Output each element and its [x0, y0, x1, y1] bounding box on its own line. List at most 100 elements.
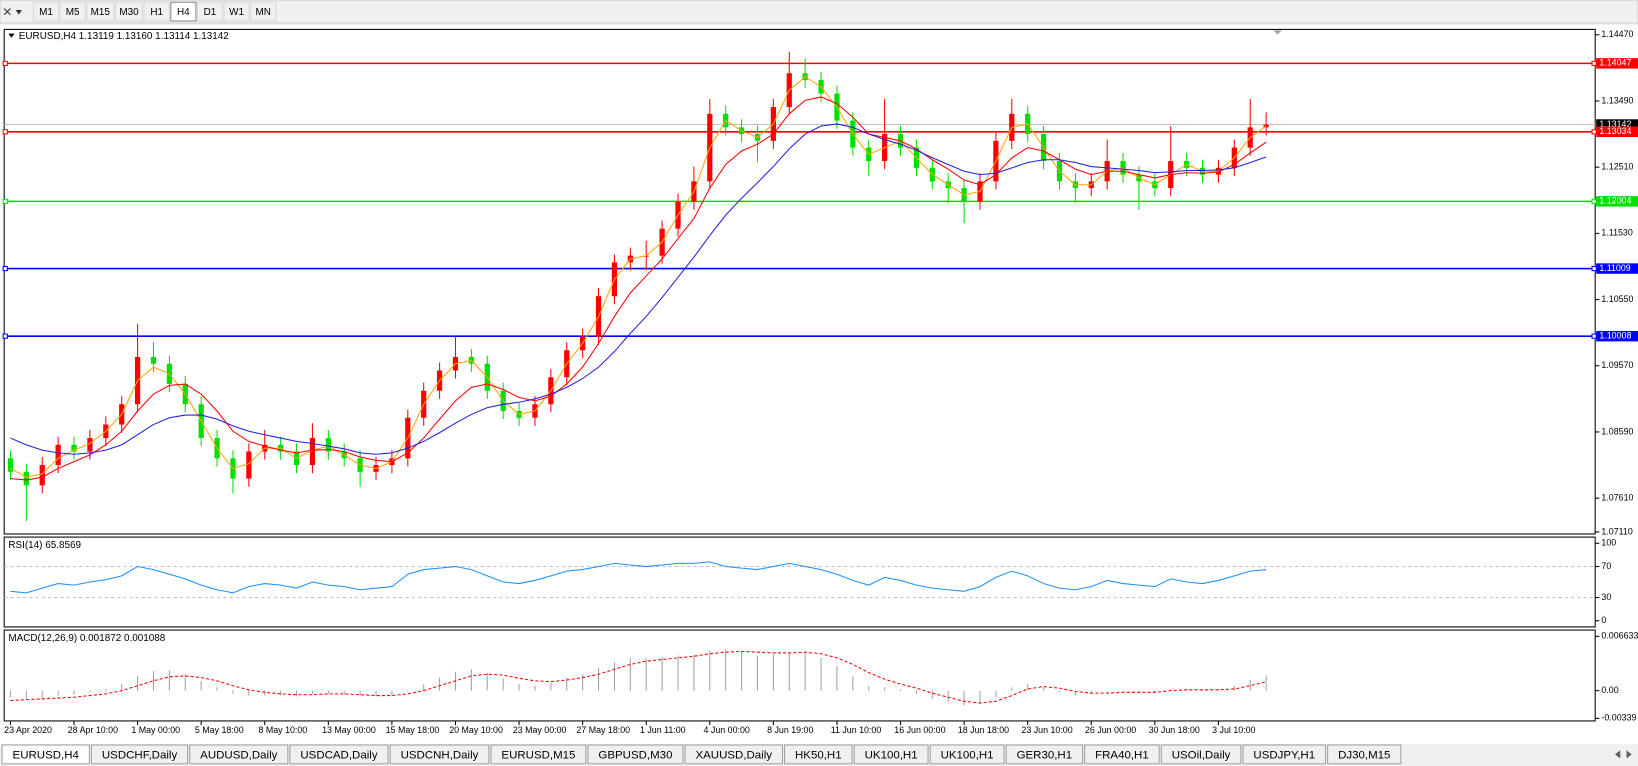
timeframe-label[interactable]: D1 [204, 7, 217, 18]
tab-label[interactable]: EURUSD,H4 [13, 749, 80, 761]
y-tick-label: -0.00339 [1601, 713, 1636, 723]
tab-label[interactable]: GER30,H1 [1017, 749, 1073, 761]
x-tick-label: 8 Jun 19:00 [767, 725, 813, 735]
tab-label[interactable]: USOil,Daily [1172, 749, 1231, 761]
y-tick-label: 1.14470 [1601, 29, 1633, 39]
candle-body [7, 458, 14, 472]
timeframe-label[interactable]: M30 [119, 7, 139, 18]
candle-body [23, 471, 29, 486]
tab-label[interactable]: FRA40,H1 [1095, 749, 1149, 761]
timeframe-label[interactable]: M5 [66, 7, 80, 18]
x-tick-label: 20 May 10:00 [449, 725, 503, 735]
tab-label[interactable]: USDCAD,Daily [300, 749, 377, 761]
tab[interactable] [853, 744, 929, 765]
x-tick-label: 26 Jun 00:00 [1085, 725, 1136, 735]
toolbar-icon[interactable] [3, 8, 22, 16]
panel-frame [3, 28, 1596, 535]
shift-marker[interactable] [1273, 30, 1282, 35]
x-tick-label: 28 Apr 10:00 [68, 725, 118, 735]
x-tick-label: 15 May 18:00 [386, 725, 440, 735]
panel-frame [3, 536, 1596, 628]
tab[interactable] [1, 744, 90, 765]
timeframe-label[interactable]: H1 [150, 7, 163, 18]
tab-label[interactable]: AUDUSD,Daily [200, 749, 277, 761]
tab[interactable] [189, 744, 289, 765]
y-tick-label: 1.07610 [1601, 492, 1633, 502]
tab-label[interactable]: UK100,H1 [941, 749, 994, 761]
timeframe-button[interactable] [59, 1, 86, 22]
tab[interactable] [684, 744, 784, 765]
level-handle[interactable] [1591, 60, 1597, 66]
tab[interactable] [1242, 744, 1327, 765]
x-tick-label: 8 May 10:00 [258, 725, 307, 735]
level-handle[interactable] [1591, 265, 1597, 272]
timeframe-button[interactable] [196, 1, 224, 22]
level-label: 1.12004 [1599, 196, 1631, 206]
tab-label[interactable]: GBPUSD,M30 [598, 749, 672, 761]
level-handle[interactable] [2, 129, 8, 135]
timeframe-label[interactable]: M15 [91, 7, 111, 18]
y-tick-label: 70 [1601, 561, 1611, 571]
level-label-box [1596, 330, 1638, 342]
tab-scroll-right[interactable] [1626, 750, 1632, 759]
chart-title: EURUSD,H4 1.13119 1.13160 1.13114 1.1314… [19, 31, 230, 42]
y-tick-label: 1.07110 [1601, 526, 1632, 536]
tab-label[interactable]: USDJPY,H1 [1253, 749, 1315, 761]
x-tick-label: 16 Jun 00:00 [894, 725, 945, 735]
timeframe-button[interactable] [223, 1, 250, 22]
x-tick-label: 23 Jun 10:00 [1021, 725, 1072, 735]
level-handle[interactable] [1591, 198, 1597, 204]
timeframe-button[interactable] [86, 1, 115, 22]
y-tick-label: 1.09570 [1601, 360, 1633, 370]
timeframe-button[interactable] [143, 1, 170, 22]
tab-label[interactable]: DJ30,M15 [1338, 749, 1390, 761]
tab-label[interactable]: XAUUSD,Daily [695, 749, 772, 761]
tab-label[interactable]: UK100,H1 [865, 749, 918, 761]
timeframe-label[interactable]: M1 [39, 7, 53, 18]
level-handle[interactable] [2, 265, 8, 272]
current-price-label: 1.13142 [1599, 119, 1631, 129]
tab[interactable] [90, 744, 189, 765]
timeframe-button[interactable] [114, 1, 144, 22]
level-handle[interactable] [1591, 129, 1597, 135]
candle-body [150, 356, 157, 364]
tab[interactable] [1327, 744, 1402, 765]
tab[interactable] [1005, 744, 1084, 765]
candle-body [1263, 124, 1269, 128]
timeframe-button[interactable] [170, 1, 197, 22]
tab[interactable] [490, 744, 587, 765]
tab-label[interactable]: HK50,H1 [795, 749, 842, 761]
tab[interactable] [389, 744, 490, 765]
tab[interactable] [587, 744, 684, 765]
tab-label[interactable]: USDCHF,Daily [102, 749, 178, 761]
tab[interactable] [784, 744, 853, 765]
level-handle[interactable] [2, 198, 8, 204]
timeframe-button[interactable] [250, 1, 277, 22]
candle-body [55, 444, 61, 466]
level-label-box [1596, 263, 1638, 274]
timeframe-label[interactable]: MN [256, 7, 271, 18]
level-handle[interactable] [2, 333, 8, 339]
candle-body [39, 465, 45, 486]
x-tick-label: 1 Jun 11:00 [640, 725, 686, 735]
candle-body [325, 438, 331, 452]
tab[interactable] [289, 744, 389, 765]
timeframe-label[interactable]: H4 [177, 7, 190, 18]
tab[interactable] [1084, 744, 1160, 765]
chart-area [0, 25, 1638, 744]
tab-scroll-left[interactable] [1615, 750, 1621, 759]
tab[interactable] [929, 744, 1005, 765]
level-handle[interactable] [1591, 333, 1597, 339]
x-tick-label: 11 Jun 10:00 [831, 725, 882, 735]
tab-label[interactable]: EURUSD,M15 [501, 749, 575, 761]
tab-label[interactable]: USDCNH,Daily [401, 749, 479, 761]
candle-body [87, 438, 93, 452]
level-handle[interactable] [2, 60, 8, 66]
timeframe-button[interactable] [32, 1, 60, 22]
candle-body [71, 444, 77, 452]
y-tick-label: 1.10550 [1601, 294, 1633, 304]
timeframe-label[interactable]: W1 [229, 7, 244, 18]
x-tick-label: 13 May 00:00 [322, 725, 376, 735]
indicator-line [10, 561, 1267, 594]
tab[interactable] [1160, 744, 1242, 765]
